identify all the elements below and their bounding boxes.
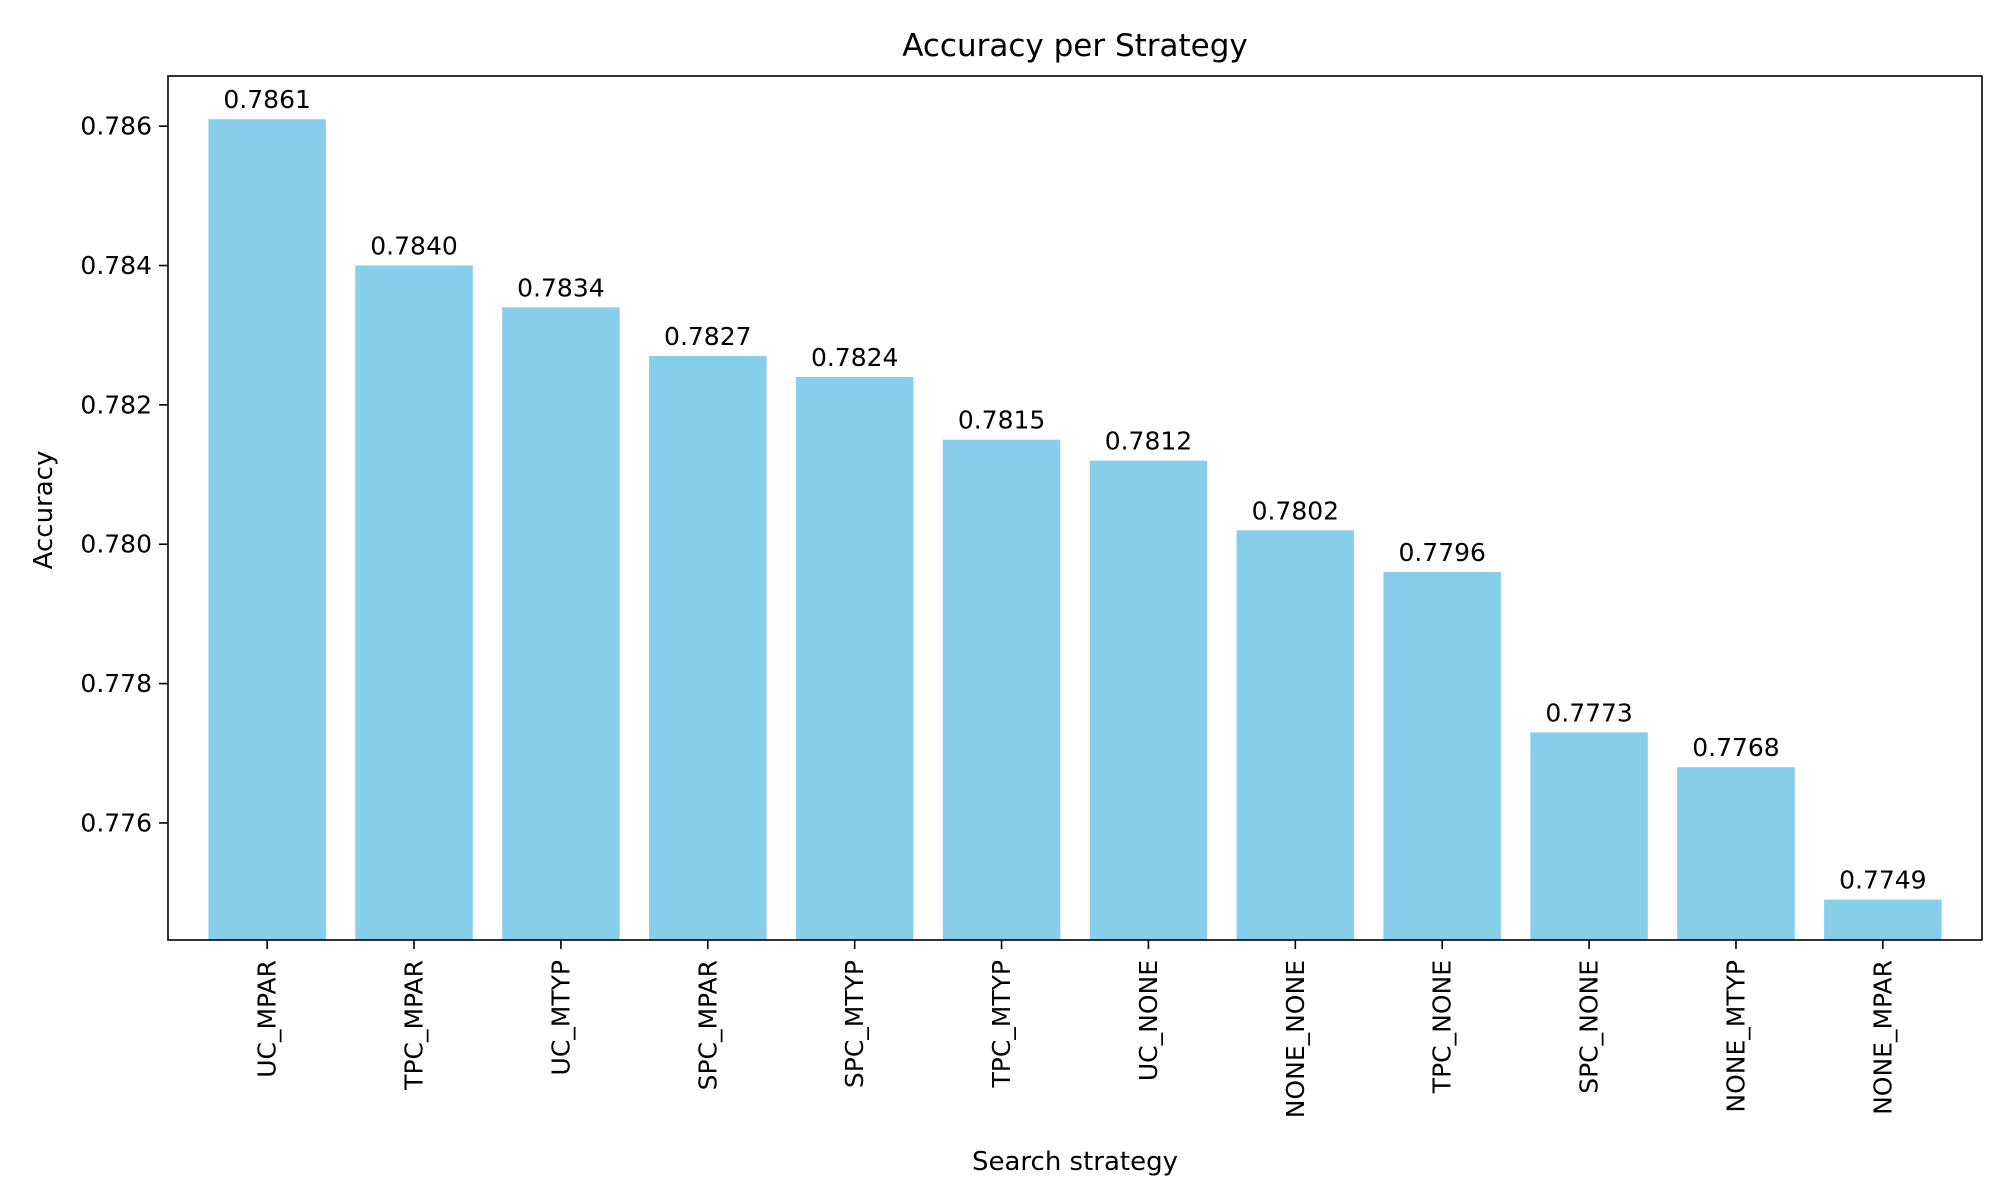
bar-none_none [1236, 530, 1355, 940]
plot-frame [167, 75, 1983, 941]
data-label-uc_mtyp: 0.7834 [517, 273, 604, 302]
x-tick-label-none_none: NONE_NONE [1281, 960, 1310, 1118]
data-label-none_mpar: 0.7749 [1839, 866, 1926, 895]
chart-title: Accuracy per Strategy [902, 28, 1248, 64]
data-label-none_none: 0.7802 [1252, 496, 1339, 525]
y-tick-label: 0.776 [80, 808, 152, 837]
x-tick-label-none_mpar: NONE_MPAR [1868, 960, 1897, 1115]
x-axis-label: Search strategy [972, 1147, 1178, 1177]
data-label-spc_none: 0.7773 [1545, 698, 1632, 727]
bar-uc_none [1089, 460, 1208, 940]
x-axis: UC_MPAR TPC_MPAR UC_MTYP SPC_MPAR SPC_MTYP TP… [253, 940, 1897, 1118]
y-tick-label: 0.778 [80, 669, 152, 698]
y-tick-label: 0.782 [80, 390, 152, 419]
y-axis: 0.776 0.778 0.780 0.782 0.784 0.786 [80, 112, 168, 837]
data-label-spc_mtyp: 0.7824 [811, 343, 898, 372]
x-tick-label-uc_none: UC_NONE [1134, 960, 1163, 1081]
x-tick-label-spc_mpar: SPC_MPAR [693, 960, 722, 1090]
data-label-tpc_none: 0.7796 [1398, 538, 1485, 567]
x-tick-label-spc_mtyp: SPC_MTYP [840, 960, 869, 1088]
x-tick-label-spc_none: SPC_NONE [1575, 960, 1604, 1094]
data-label-none_mtyp: 0.7768 [1692, 733, 1779, 762]
data-label-tpc_mtyp: 0.7815 [958, 406, 1045, 435]
data-label-uc_none: 0.7812 [1105, 427, 1192, 456]
bar-spc_mtyp [795, 377, 914, 940]
bar-spc_mpar [649, 356, 767, 941]
y-tick-label: 0.780 [80, 530, 152, 559]
x-tick-label-uc_mpar: UC_MPAR [253, 960, 282, 1078]
bar-spc_none [1530, 732, 1648, 940]
bar-tpc_mpar [355, 265, 473, 940]
bar-tpc_none [1383, 572, 1501, 940]
x-tick-label-tpc_mpar: TPC_MPAR [400, 960, 429, 1091]
y-axis-label: Accuracy [29, 451, 59, 570]
data-label-uc_mpar: 0.7861 [223, 85, 310, 114]
data-label-tpc_mpar: 0.7840 [370, 232, 457, 261]
bar-uc_mtyp [502, 307, 620, 941]
bars-layer [208, 119, 1942, 941]
bar-uc_mpar [208, 119, 326, 940]
data-label-spc_mpar: 0.7827 [664, 322, 751, 351]
x-tick-label-tpc_none: TPC_NONE [1428, 960, 1457, 1094]
x-tick-label-none_mtyp: NONE_MTYP [1721, 960, 1750, 1113]
x-tick-label-uc_mtyp: UC_MTYP [546, 960, 575, 1075]
y-tick-label: 0.784 [80, 251, 152, 280]
bar-none_mpar [1824, 899, 1942, 940]
bar-tpc_mtyp [942, 439, 1061, 940]
data-labels-layer: 0.7861 0.7840 0.7834 0.7827 0.7824 0.7815 0.78… [223, 85, 1926, 894]
bar-none_mtyp [1677, 767, 1795, 940]
y-tick-label: 0.786 [80, 112, 152, 141]
x-tick-label-tpc_mtyp: TPC_MTYP [987, 960, 1016, 1089]
